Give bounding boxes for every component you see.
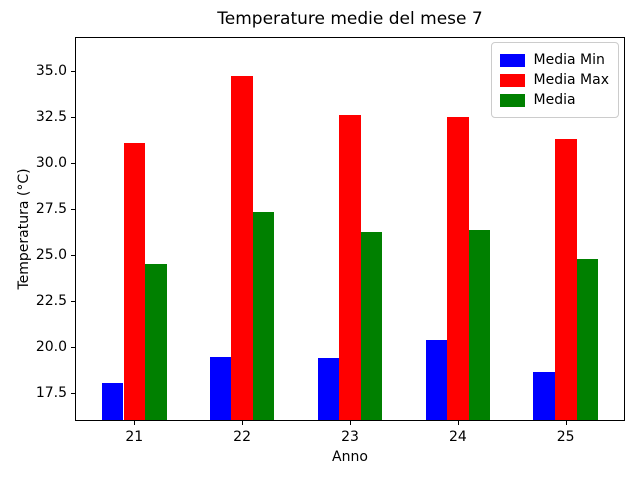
- legend-swatch-media-max: [499, 73, 525, 87]
- bar-media-max-23: [339, 115, 361, 420]
- y-tick-label: 25.0: [35, 247, 67, 264]
- y-tick-mark: [71, 347, 75, 349]
- bar-media-max-21: [123, 142, 146, 420]
- y-tick-label: 30.0: [35, 155, 67, 172]
- bar-media-min-22: [209, 357, 232, 420]
- bar-media-22: [252, 212, 275, 420]
- legend-item: Media: [499, 92, 609, 109]
- x-tick-mark: [350, 421, 351, 425]
- y-axis-label: Temperatura (°C): [16, 168, 32, 290]
- bar-media-min-21: [101, 383, 124, 420]
- legend-label: Media: [533, 92, 576, 109]
- bar-media-min-25: [533, 372, 555, 420]
- plot-area: Media Min Media Max Media: [75, 37, 625, 421]
- legend-item: Media Min: [499, 52, 609, 68]
- x-tick-label: 24: [448, 429, 467, 445]
- chart-title: Temperature medie del mese 7: [217, 9, 483, 29]
- x-tick-label: 21: [125, 429, 144, 445]
- y-tick-mark: [71, 163, 75, 165]
- y-tick-mark: [71, 255, 75, 257]
- legend-label: Media Max: [533, 72, 609, 89]
- legend: Media Min Media Max Media: [490, 42, 619, 119]
- x-tick-label: 23: [341, 429, 359, 445]
- y-tick-mark: [71, 393, 75, 395]
- bar-media-min-24: [425, 339, 448, 420]
- x-tick-mark: [134, 421, 136, 425]
- legend-swatch-media: [499, 93, 525, 107]
- legend-item: Media Max: [499, 72, 609, 89]
- bar-media-min-23: [317, 358, 340, 420]
- x-tick-mark: [242, 421, 244, 425]
- y-tick-label: 35.0: [35, 63, 67, 80]
- x-tick-label: 25: [556, 429, 575, 445]
- legend-swatch-media-min: [499, 53, 525, 67]
- y-tick-label: 20.0: [35, 339, 67, 356]
- bar-media-max-25: [555, 139, 577, 420]
- x-tick-mark: [565, 421, 567, 425]
- bar-media-21: [145, 263, 167, 420]
- bar-media-23: [360, 232, 383, 420]
- x-tick-label: 22: [233, 429, 251, 445]
- y-tick-label: 27.5: [35, 201, 67, 218]
- bar-media-max-22: [231, 75, 253, 420]
- x-tick-mark: [457, 421, 459, 425]
- bar-media-max-24: [447, 117, 469, 420]
- bar-media-25: [576, 258, 599, 420]
- y-tick-mark: [71, 209, 75, 211]
- y-tick-mark: [71, 117, 75, 119]
- y-tick-label: 32.5: [35, 109, 67, 126]
- x-axis-label: Anno: [332, 449, 368, 465]
- y-tick-mark: [71, 301, 75, 303]
- y-tick-label: 22.5: [35, 293, 67, 310]
- bar-media-24: [468, 230, 491, 420]
- y-tick-label: 17.5: [35, 385, 67, 402]
- y-tick-mark: [71, 71, 75, 73]
- legend-label: Media Min: [533, 52, 605, 68]
